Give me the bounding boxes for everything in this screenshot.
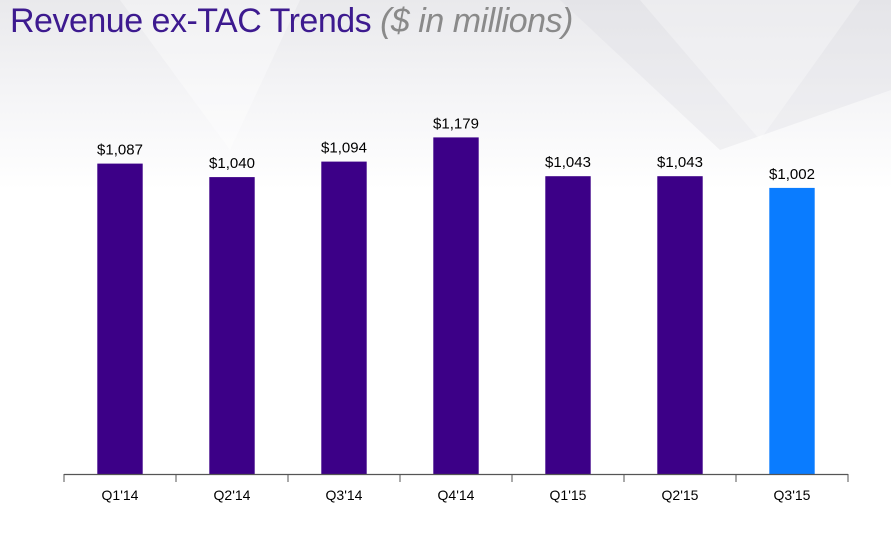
x-tick-label-0: Q1'14 (102, 487, 139, 503)
title-text: Revenue ex-TAC Trends (10, 2, 372, 40)
data-label-1: $1,040 (209, 155, 255, 172)
x-tick-label-4: Q1'15 (550, 487, 587, 503)
x-tick-label-2: Q3'14 (326, 487, 363, 503)
data-label-2: $1,094 (321, 140, 367, 157)
data-label-0: $1,087 (97, 142, 143, 159)
x-tick-label-1: Q2'14 (214, 487, 251, 503)
bar-2 (321, 161, 367, 474)
data-label-5: $1,043 (657, 154, 703, 171)
data-label-4: $1,043 (545, 154, 591, 171)
title-units: ($ in millions) (380, 2, 573, 40)
page-title: Revenue ex-TAC Trends ($ in millions) (10, 2, 573, 41)
bar-1 (209, 177, 255, 474)
background-facets (120, 0, 891, 150)
x-tick-label-3: Q4'14 (438, 487, 475, 503)
bar-0 (97, 163, 143, 474)
x-tick-label-6: Q3'15 (774, 487, 811, 503)
bar-4 (545, 176, 591, 474)
data-label-6: $1,002 (769, 166, 815, 183)
bar-3 (433, 137, 479, 474)
bar-5 (657, 176, 703, 474)
data-label-3: $1,179 (433, 115, 479, 132)
x-tick-label-5: Q2'15 (662, 487, 699, 503)
bar-6 (769, 187, 815, 474)
